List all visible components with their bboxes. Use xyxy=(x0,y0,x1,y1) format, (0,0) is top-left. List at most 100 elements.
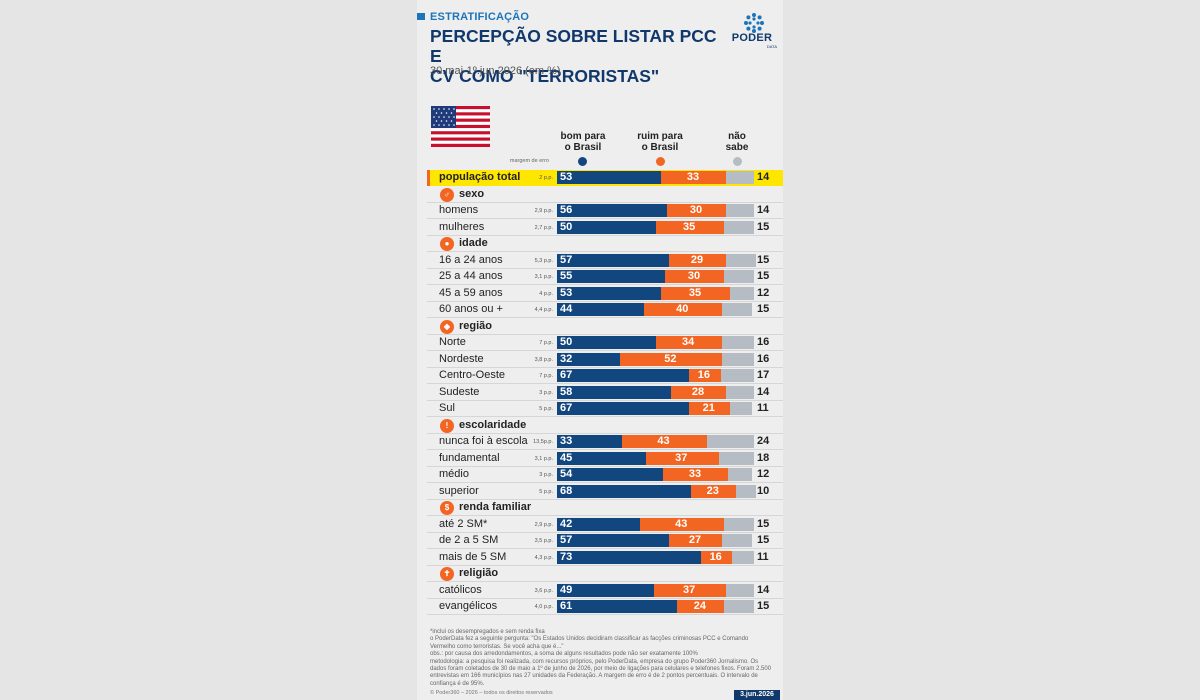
poderdata-logo-icon xyxy=(744,13,764,33)
value-nao-sabe: 10 xyxy=(757,484,770,497)
value-bom: 58 xyxy=(560,385,573,398)
category-label: escolaridade xyxy=(459,418,527,431)
bar-bom xyxy=(557,517,640,531)
table-row: Sudeste 3 p.p. 58 28 14 xyxy=(427,385,783,401)
bar-bom xyxy=(557,435,622,448)
publication-date: 3.jun.2026 xyxy=(734,690,780,700)
row-label: fundamental xyxy=(439,451,500,464)
bar-nao-sabe xyxy=(730,286,754,300)
value-ruim: 16 xyxy=(709,550,722,563)
bar-ruim xyxy=(671,385,727,399)
row-label: Sul xyxy=(439,402,455,414)
value-nao-sabe: 15 xyxy=(757,303,770,315)
dollar-icon: $ xyxy=(440,501,454,515)
bar-bom xyxy=(557,336,656,349)
row-label: superior xyxy=(439,484,479,497)
bar-nao-sabe xyxy=(722,352,754,366)
value-ruim: 30 xyxy=(687,270,701,282)
margin-of-error: 3,5 p.p. xyxy=(534,538,553,544)
bar-ruim xyxy=(653,583,727,597)
value-bom: 55 xyxy=(560,270,573,282)
margin-of-error: 5 p.p. xyxy=(539,406,553,412)
value-bom: 57 xyxy=(560,253,573,266)
bar-ruim xyxy=(669,534,723,547)
bar-bom xyxy=(557,385,672,399)
bar-nao-sabe xyxy=(706,435,754,448)
bar-bom xyxy=(557,204,668,217)
person-icon: ● xyxy=(440,237,454,251)
logo-subword: DATA xyxy=(766,44,777,49)
value-bom: 50 xyxy=(560,336,573,348)
row-label: evangélicos xyxy=(439,600,498,612)
value-nao-sabe: 14 xyxy=(757,204,770,216)
bar-ruim xyxy=(661,171,727,184)
row-label: 45 a 59 anos xyxy=(439,286,503,299)
value-bom: 53 xyxy=(560,171,573,183)
bar-bom xyxy=(557,402,689,415)
value-bom: 73 xyxy=(560,550,573,563)
margin-of-error: 3,1 p.p. xyxy=(534,455,553,462)
value-bom: 44 xyxy=(560,303,573,315)
value-nao-sabe: 16 xyxy=(757,352,770,365)
footnote-line: *inclui os desempregados e sem renda fix… xyxy=(430,629,545,635)
bar-bom xyxy=(557,369,689,382)
value-nao-sabe: 14 xyxy=(757,171,770,183)
value-bom: 54 xyxy=(560,468,573,480)
bar-nao-sabe xyxy=(722,336,754,349)
bar-bom xyxy=(557,270,666,283)
category-header: ◆ região xyxy=(427,319,783,335)
category-header: ♂ sexo xyxy=(427,187,783,203)
value-ruim: 23 xyxy=(706,484,719,497)
table-row: até 2 SM* 2,9 p.p. 42 43 15 xyxy=(427,517,783,533)
table-row: 60 anos ou + 4,4 p.p. 44 40 15 xyxy=(427,302,783,318)
bar-ruim xyxy=(655,336,723,349)
legend-bom-dot xyxy=(578,157,587,166)
table-row: evangélicos 4,0 p.p. 61 24 15 xyxy=(427,599,783,615)
section-tag: ESTRATIFICAÇÃO xyxy=(430,11,530,23)
row-label: Centro-Oeste xyxy=(439,369,506,381)
bar-nao-sabe xyxy=(722,303,753,316)
bar-nao-sabe xyxy=(726,171,754,184)
table-row: mulheres 2,7 p.p. 50 35 15 xyxy=(427,220,783,236)
map-icon: ◆ xyxy=(440,319,454,334)
value-ruim: 35 xyxy=(688,286,702,299)
chart-subtitle: 30.mai-1º.jun.2026 (em %) xyxy=(430,65,561,77)
bar-ruim xyxy=(620,352,723,366)
value-ruim: 27 xyxy=(688,534,702,546)
bar-nao-sabe xyxy=(718,451,754,465)
table-row: fundamental 3,1 p.p. 45 37 18 xyxy=(427,451,783,467)
value-bom: 45 xyxy=(560,451,573,464)
margin-of-error: 7 p.p. xyxy=(539,340,553,346)
value-nao-sabe: 15 xyxy=(757,517,770,530)
bar-ruim xyxy=(669,253,727,267)
value-nao-sabe: 14 xyxy=(757,385,770,398)
category-label: região xyxy=(459,319,493,332)
bar-nao-sabe xyxy=(726,583,754,597)
row-label: médio xyxy=(439,468,469,480)
margin-of-error: 5,3 p.p. xyxy=(534,257,553,264)
bar-bom xyxy=(557,286,662,300)
margin-of-error: 2,9 p.p. xyxy=(534,208,553,214)
row-label: população total xyxy=(439,171,521,183)
pencil-icon: ! xyxy=(440,418,454,433)
margin-of-error: 3,1 p.p. xyxy=(534,274,553,280)
bar-ruim xyxy=(643,303,723,316)
bar-nao-sabe xyxy=(724,220,754,234)
category-label: renda familiar xyxy=(459,501,532,513)
margin-of-error: 4,4 p.p. xyxy=(534,307,553,313)
row-label: 25 a 44 anos xyxy=(439,270,503,282)
value-ruim: 30 xyxy=(689,204,703,216)
bar-bom xyxy=(557,451,646,465)
value-ruim: 43 xyxy=(657,435,670,447)
bar-nao-sabe xyxy=(732,550,754,564)
bar-ruim xyxy=(667,204,727,217)
value-bom: 50 xyxy=(560,220,573,233)
bar-ruim xyxy=(645,451,719,465)
bar-bom xyxy=(557,352,621,366)
value-bom: 67 xyxy=(560,369,573,381)
value-nao-sabe: 15 xyxy=(757,600,770,612)
bar-nao-sabe xyxy=(724,517,754,531)
value-bom: 61 xyxy=(560,600,573,612)
bar-bom xyxy=(557,550,701,564)
total-accent xyxy=(427,170,430,186)
